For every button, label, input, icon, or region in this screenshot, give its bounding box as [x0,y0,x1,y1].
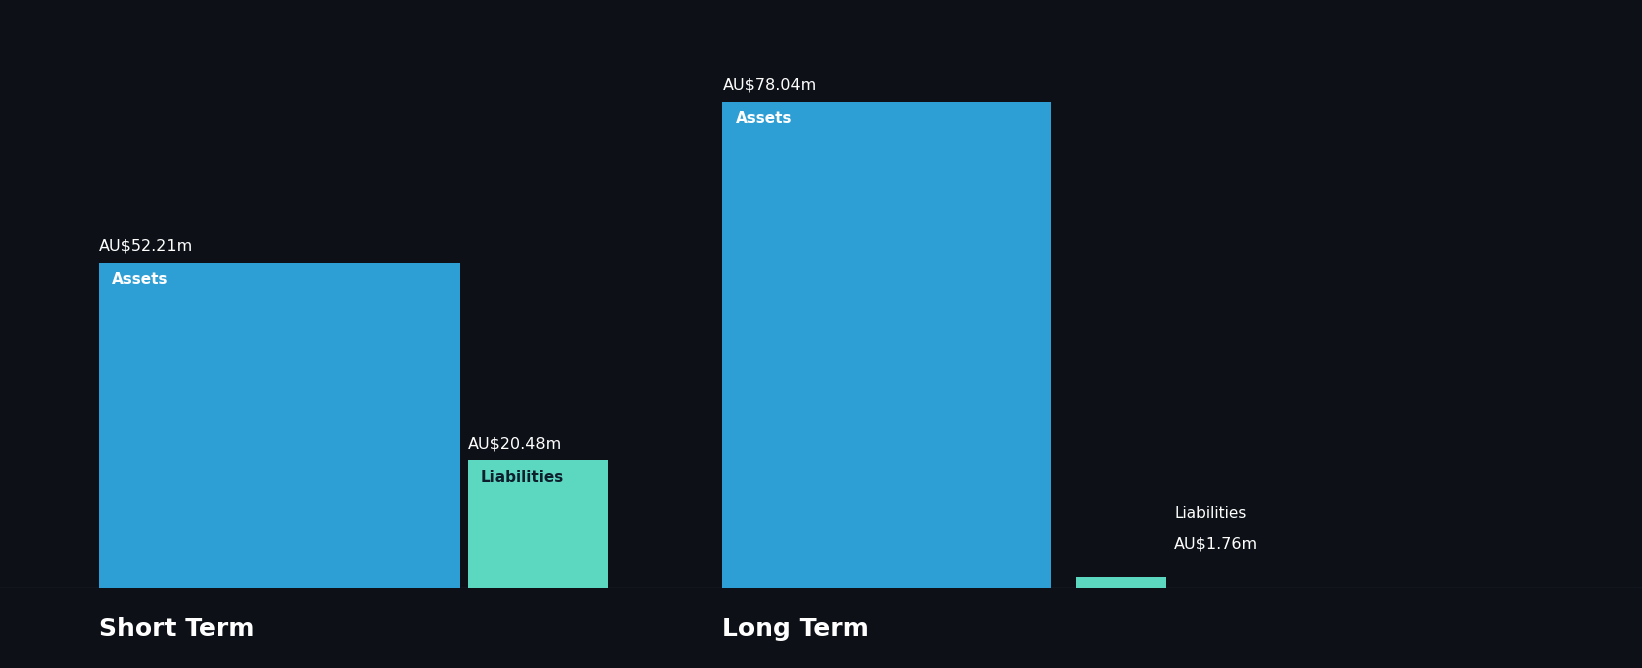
FancyBboxPatch shape [468,460,608,588]
Text: AU$20.48m: AU$20.48m [468,436,562,451]
FancyBboxPatch shape [722,102,1051,588]
Text: AU$52.21m: AU$52.21m [99,238,192,254]
Text: Liabilities: Liabilities [481,470,565,485]
Text: Long Term: Long Term [722,617,869,641]
FancyBboxPatch shape [1076,577,1166,588]
Text: Short Term: Short Term [99,617,255,641]
FancyBboxPatch shape [99,263,460,588]
Text: Assets: Assets [112,272,167,287]
Text: AU$1.76m: AU$1.76m [1174,537,1258,552]
Text: Liabilities: Liabilities [1174,506,1246,521]
Text: Assets: Assets [736,112,791,126]
Text: AU$78.04m: AU$78.04m [722,77,816,93]
